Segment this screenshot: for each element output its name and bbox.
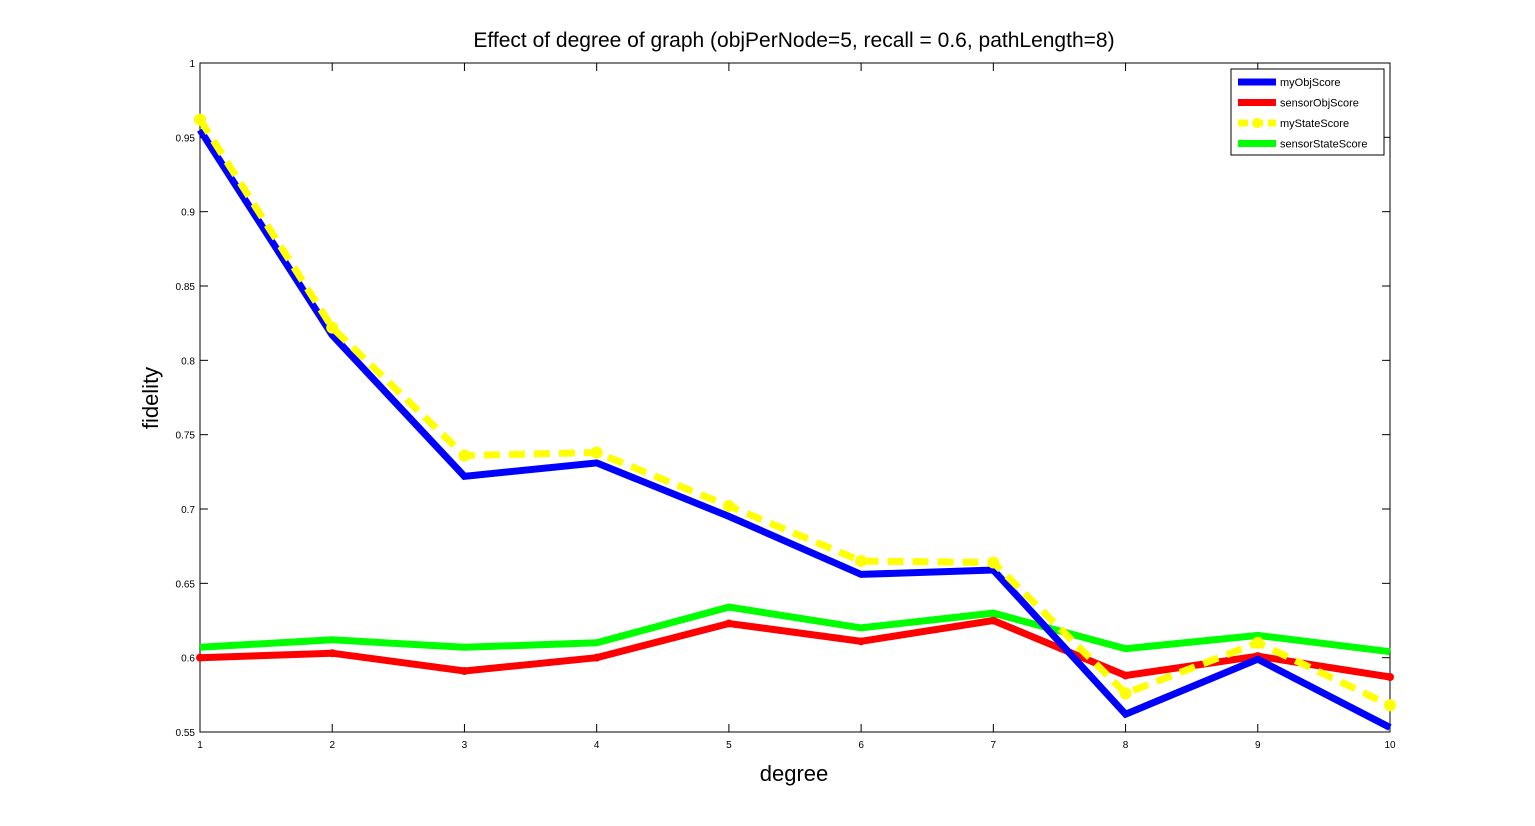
y-tick-label: 1: [189, 59, 195, 70]
data-point-sensorObjScore: [1121, 671, 1130, 680]
series-line-sensorStateScore: [199, 603, 1391, 656]
legend-marker-myStateScore: [1252, 118, 1262, 128]
data-point-myStateScore: [194, 113, 206, 126]
legend-label-sensorStateScore: sensorStateScore: [1280, 139, 1367, 151]
legend-label-myStateScore: myStateScore: [1280, 118, 1349, 130]
series-line-myStateScore: [197, 117, 1392, 709]
data-point-myStateScore: [855, 555, 868, 568]
y-tick-label: 0.55: [176, 728, 196, 739]
y-tick-label: 0.85: [176, 282, 196, 293]
y-axis-label: fidelity: [138, 367, 163, 429]
y-tick-label: 0.8: [181, 356, 195, 367]
y-tick-label: 0.7: [181, 505, 195, 516]
data-point-sensorObjScore: [1386, 672, 1394, 681]
y-tick-label: 0.9: [181, 208, 195, 219]
x-tick-label: 6: [858, 740, 864, 751]
data-point-sensorObjScore: [460, 667, 469, 676]
series-line-myObjScore: [197, 128, 1392, 731]
y-tick-label: 0.75: [176, 431, 196, 442]
x-tick-label: 10: [1384, 740, 1396, 751]
data-point-sensorObjScore: [196, 653, 204, 662]
x-tick-label: 8: [1123, 740, 1129, 751]
axis-ticks: 1 2 3 4 5 6 7 8 9 10 0.55 0.6 0.65 0.7 0.75 0.8 0.85 0.9 0…: [176, 59, 1396, 751]
y-tick-label: 0.95: [176, 133, 196, 144]
data-point-sensorObjScore: [989, 616, 998, 625]
series-lines: [194, 113, 1396, 731]
x-tick-label: 2: [329, 740, 335, 751]
x-tick-label: 4: [594, 740, 600, 751]
x-tick-label: 1: [197, 740, 203, 751]
x-axis-label: degree: [760, 761, 829, 786]
data-point-myStateScore: [458, 449, 471, 462]
data-point-myStateScore: [1251, 636, 1264, 649]
x-tick-label: 7: [991, 740, 997, 751]
x-tick-label: 9: [1255, 740, 1261, 751]
data-point-myStateScore: [722, 500, 735, 513]
legend-label-myObjScore: myObjScore: [1280, 77, 1341, 89]
legend-label-sensorObjScore: sensorObjScore: [1280, 98, 1359, 110]
legend: myObjScore sensorObjScore myStateScore sens…: [1230, 68, 1385, 156]
data-point-myStateScore: [326, 321, 339, 334]
x-tick-label: 3: [462, 740, 468, 751]
data-point-myStateScore: [1384, 699, 1396, 712]
data-point-myStateScore: [987, 556, 1000, 569]
data-point-sensorObjScore: [857, 637, 866, 646]
data-point-sensorObjScore: [592, 653, 601, 662]
x-tick-label: 5: [726, 740, 732, 751]
y-tick-label: 0.65: [176, 579, 196, 590]
chart-title: Effect of degree of graph (objPerNode=5,…: [473, 29, 1114, 52]
data-point-sensorObjScore: [328, 649, 337, 658]
data-point-sensorObjScore: [724, 619, 733, 628]
y-tick-label: 0.6: [181, 654, 195, 665]
data-point-myStateScore: [1119, 687, 1132, 700]
data-point-myStateScore: [590, 446, 603, 459]
legend-marker-sensorObjScore: [1254, 99, 1260, 106]
